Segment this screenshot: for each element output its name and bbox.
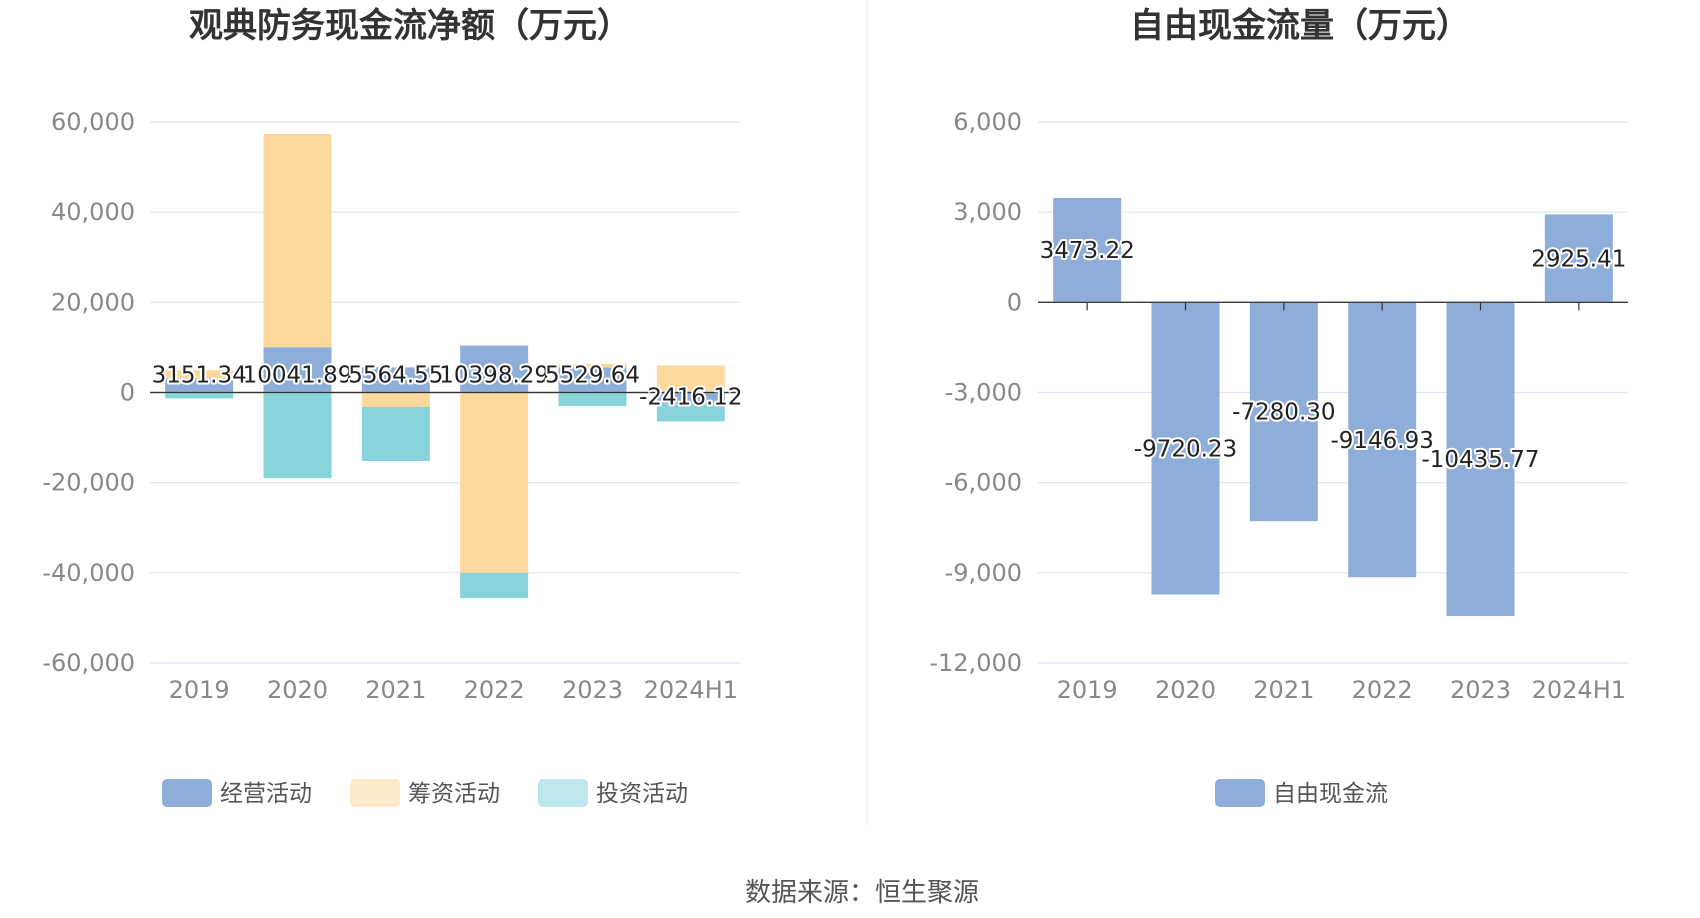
bar-financing[interactable] [165,370,234,379]
data-label: -9146.93 [1330,428,1433,454]
data-label: -10435.77 [1421,447,1539,473]
x-tick-label: 2021 [365,676,426,704]
y-tick-label: 20,000 [51,288,135,316]
bar-investing[interactable] [460,572,529,599]
bar-free-cash-flow[interactable] [1348,302,1417,578]
x-tick-label: 2022 [1352,676,1413,704]
x-tick-label: 2019 [169,676,230,704]
y-tick-label: -12,000 [929,649,1022,677]
data-label: 2925.41 [1531,246,1626,272]
bar-financing[interactable] [361,392,430,407]
y-tick-label: 60,000 [51,108,135,136]
y-tick-label: 6,000 [953,108,1022,136]
y-tick-label: 0 [120,379,135,407]
bar-financing[interactable] [460,392,529,573]
data-source: 数据来源：恒生聚源 [745,878,979,908]
right-chart: 6,000 3,000 0 -3,000 -6,000 -9,000 -12,000 2019… [929,108,1628,807]
y-tick-label: 40,000 [51,198,135,226]
bar-operating[interactable] [656,392,725,404]
y-tick-label: -6,000 [945,469,1022,497]
legend-swatch[interactable] [538,779,588,807]
y-tick-label: 3,000 [953,198,1022,226]
left-chart-title: 观典防务现金流净额（万元） [189,6,631,46]
x-tick-label: 2024H1 [1532,676,1626,704]
bar-investing[interactable] [361,406,430,462]
left-chart: 60,000 40,000 20,000 0 -20,000 -40,000 -60,000… [42,108,745,807]
legend-label[interactable]: 自由现金流 [1273,781,1388,807]
bar-operating[interactable] [460,345,529,393]
x-tick-label: 2020 [1155,676,1216,704]
x-tick-label: 2020 [267,676,328,704]
data-label: -9720.23 [1134,436,1237,462]
legend-swatch[interactable] [350,779,400,807]
legend-swatch[interactable] [162,779,212,807]
bar-financing[interactable] [656,365,725,393]
data-label: -7280.30 [1232,400,1335,426]
bar-free-cash-flow[interactable] [1544,214,1613,303]
legend-label[interactable]: 筹资活动 [408,781,500,807]
data-label: 3473.22 [1040,238,1135,264]
bar-free-cash-flow[interactable] [1053,197,1122,303]
bar-free-cash-flow[interactable] [1446,302,1515,616]
y-tick-label: -60,000 [42,649,135,677]
bar-operating[interactable] [361,367,430,393]
data-label: 10041.89 [243,363,353,389]
bar-investing[interactable] [656,403,725,422]
x-tick-label: 2021 [1253,676,1314,704]
data-label: 5529.64 [545,363,640,389]
right-chart-title: 自由现金流量（万元） [1130,6,1470,46]
bar-operating[interactable] [558,367,627,393]
x-tick-label: 2023 [562,676,623,704]
x-tick-label: 2022 [464,676,525,704]
bar-financing[interactable] [558,363,627,368]
bar-financing[interactable] [263,133,332,348]
data-label: 3151.34 [152,363,247,389]
x-tick-label: 2024H1 [644,676,738,704]
x-tick-label: 2019 [1057,676,1118,704]
data-label: -2416.12 [639,385,742,411]
bar-free-cash-flow[interactable] [1249,302,1318,522]
bar-investing[interactable] [165,392,234,399]
bar-operating[interactable] [165,378,234,393]
legend-label[interactable]: 投资活动 [596,781,688,807]
x-tick-label: 2023 [1450,676,1511,704]
data-label: 10398.29 [439,363,549,389]
bar-investing[interactable] [558,392,627,407]
legend-swatch[interactable] [1215,779,1265,807]
y-tick-label: -9,000 [945,559,1022,587]
y-tick-label: -20,000 [42,469,135,497]
y-tick-label: -3,000 [945,379,1022,407]
bar-investing[interactable] [263,392,332,479]
bar-free-cash-flow[interactable] [1151,302,1220,595]
legend-label[interactable]: 经营活动 [220,781,312,807]
bar-operating[interactable] [263,347,332,393]
y-tick-label: -40,000 [42,559,135,587]
data-label: 5564.55 [348,363,443,389]
y-tick-label: 0 [1007,288,1022,316]
